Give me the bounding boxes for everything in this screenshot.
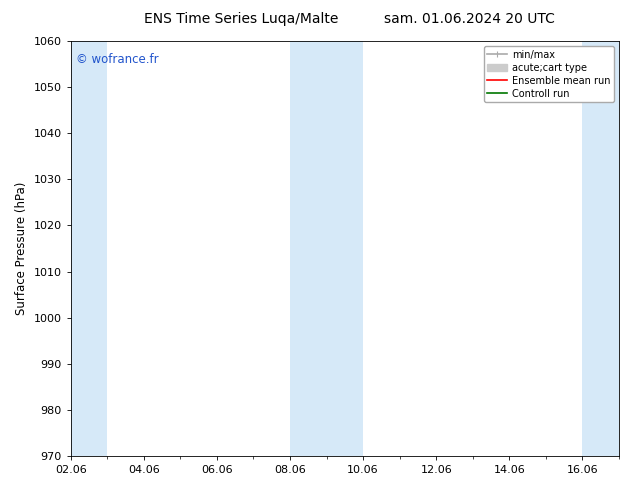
Y-axis label: Surface Pressure (hPa): Surface Pressure (hPa) — [15, 182, 28, 315]
Text: sam. 01.06.2024 20 UTC: sam. 01.06.2024 20 UTC — [384, 12, 555, 26]
Bar — [583, 41, 619, 456]
Legend: min/max, acute;cart type, Ensemble mean run, Controll run: min/max, acute;cart type, Ensemble mean … — [484, 46, 614, 102]
Text: ENS Time Series Luqa/Malte: ENS Time Series Luqa/Malte — [144, 12, 338, 26]
Bar — [71, 41, 107, 456]
Text: © wofrance.fr: © wofrance.fr — [76, 53, 158, 67]
Bar — [290, 41, 363, 456]
